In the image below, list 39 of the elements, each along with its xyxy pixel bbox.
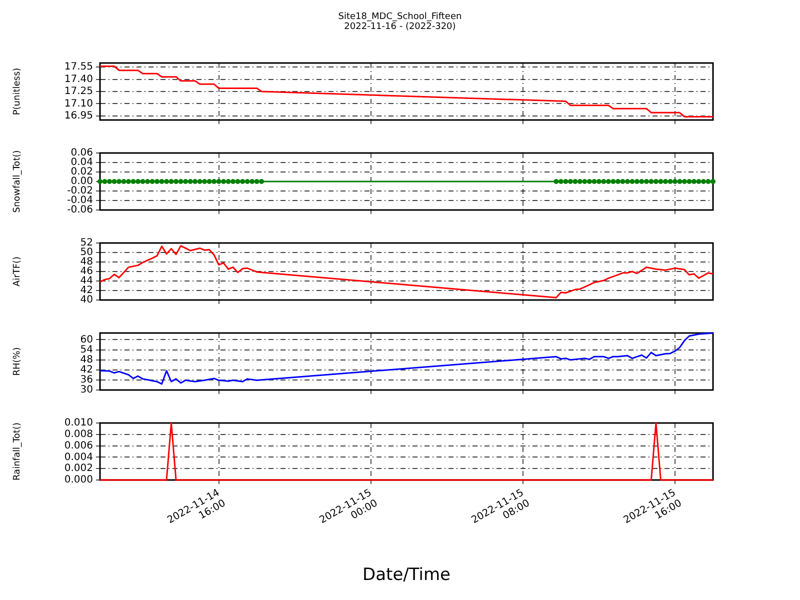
y-tick-label: 0.02 <box>70 166 93 178</box>
y-tick-label: 0.008 <box>64 428 93 440</box>
y-tick-label: 0.002 <box>64 463 93 474</box>
y-tick-label: 0.00 <box>70 176 93 188</box>
y-tick-label: 48 <box>80 256 93 268</box>
y-tick-label: 60 <box>80 334 93 346</box>
y-tick-label: 54 <box>80 344 93 356</box>
y-tick-label: 52 <box>80 238 93 249</box>
y-tick-label: -0.04 <box>67 195 93 206</box>
y-axis-title: AirTF() <box>12 256 23 287</box>
y-tick-label: 30 <box>80 384 93 396</box>
chart-subtitle: 2022-11-16 - (2022-320) <box>343 22 457 32</box>
y-tick-label: 0.000 <box>64 474 93 486</box>
y-tick-label: 16.95 <box>64 110 93 122</box>
y-axis-title: Rainfall_Tot() <box>12 422 23 480</box>
y-tick-label: 17.10 <box>64 98 93 110</box>
y-axis-title: P(unitless) <box>12 68 23 116</box>
y-axis-title: Snowfall_Tot() <box>12 150 23 213</box>
y-tick-label: 42 <box>80 285 93 296</box>
y-tick-label: 0.06 <box>70 148 93 159</box>
x-axis-title: Date/Time <box>362 565 450 586</box>
y-tick-label: 50 <box>80 247 93 258</box>
y-tick-label: 44 <box>80 276 93 287</box>
y-axis-title: RH(%) <box>12 347 23 376</box>
y-tick-label: 48 <box>80 354 93 366</box>
y-tick-label: 46 <box>80 266 93 278</box>
y-tick-label: 0.006 <box>64 440 93 452</box>
y-tick-label: 17.40 <box>64 74 93 85</box>
y-tick-label: 17.25 <box>64 86 93 98</box>
y-tick-label: 0.04 <box>70 157 93 168</box>
y-tick-label: 0.004 <box>64 452 93 463</box>
y-tick-label: -0.02 <box>67 186 93 197</box>
y-tick-label: 36 <box>80 374 93 386</box>
y-tick-label: 42 <box>80 364 93 376</box>
chart-title: Site18_MDC_School_Fifteen <box>337 12 463 22</box>
y-tick-label: 17.55 <box>64 62 93 73</box>
y-tick-label: 40 <box>80 294 93 306</box>
y-tick-label: -0.06 <box>67 204 93 216</box>
y-tick-label: 0.010 <box>64 418 93 429</box>
